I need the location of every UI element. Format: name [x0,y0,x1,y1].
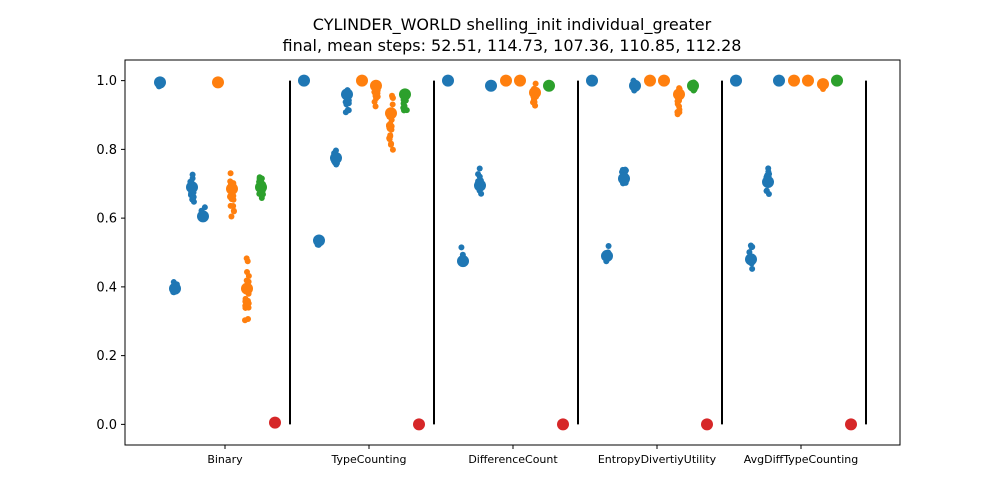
plot-area [154,74,867,431]
blue-mean-marker [457,255,469,268]
orange-point [243,277,250,284]
blue-point [458,244,465,251]
blue-point [475,171,482,178]
x-tick-label: Binary [207,453,243,466]
blue-mean-marker [745,253,757,266]
blue-mean-marker [330,151,342,164]
orange-point [389,101,396,108]
chart-title: CYLINDER_WORLD shelling_init individual_… [313,15,712,35]
chart-subtitle: final, mean steps: 52.51, 114.73, 107.36… [283,36,742,55]
blue-point [605,243,612,250]
orange-point [245,316,252,323]
orange-point [245,272,252,279]
y-tick-label: 1.0 [96,74,117,89]
orange-mean-marker [370,79,382,92]
blue-mean-marker [586,74,598,87]
blue-point [749,265,756,272]
orange-point [230,208,237,215]
blue-mean-marker [186,181,198,194]
orange-mean-marker [356,74,368,87]
orange-point [387,120,394,127]
y-tick-label: 0.0 [96,418,117,433]
blue-mean-marker [629,79,641,92]
green-mean-marker [687,79,699,92]
red-mean-marker [701,418,713,431]
orange-mean-marker [500,74,512,87]
orange-point [532,80,539,87]
blue-mean-marker [298,74,310,87]
blue-point [748,244,755,251]
orange-point [243,255,250,262]
orange-point [244,301,251,308]
blue-point [189,171,196,178]
y-tick-label: 0.8 [96,143,117,158]
orange-point [389,146,396,153]
y-tick-label: 0.2 [96,349,117,364]
blue-mean-marker [762,176,774,189]
orange-point [228,213,235,220]
blue-mean-marker [197,210,209,223]
blue-point [765,168,772,175]
orange-point [227,194,234,201]
blue-mean-marker [341,88,353,101]
x-tick-label: EntropyDivertiyUtility [598,453,717,466]
blue-mean-marker [601,249,613,262]
green-mean-marker [255,181,267,194]
red-mean-marker [557,418,569,431]
orange-point [227,170,234,177]
blue-mean-marker [730,74,742,87]
x-tick-label: DifferenceCount [468,453,558,466]
green-point [256,174,263,181]
orange-point [389,92,396,99]
green-mean-marker [831,74,843,87]
orange-point [227,202,234,209]
orange-mean-marker [529,86,541,99]
axes-frame [124,59,901,446]
x-tick-label: TypeCounting [331,453,407,466]
orange-mean-marker [658,74,670,87]
orange-point [371,98,378,105]
blue-point [622,166,629,173]
orange-point [676,106,683,113]
blue-mean-marker [474,179,486,192]
blue-mean-marker [313,234,325,247]
orange-mean-marker [802,74,814,87]
x-tick-label: AvgDiffTypeCounting [744,453,858,466]
orange-point [372,103,379,110]
blue-point [332,147,339,154]
green-mean-marker [543,79,555,92]
blue-point [476,165,483,172]
blue-point [763,187,770,194]
blue-mean-marker [442,74,454,87]
orange-point [387,141,394,148]
blue-mean-marker [485,79,497,92]
orange-point [387,132,394,139]
orange-mean-marker [673,88,685,101]
orange-mean-marker [385,107,397,120]
orange-mean-marker [241,282,253,295]
red-mean-marker [413,418,425,431]
red-mean-marker [269,416,281,429]
orange-point [372,90,379,97]
blue-point [201,204,208,211]
y-tick-label: 0.4 [96,280,117,295]
green-mean-marker [399,88,411,101]
blue-mean-marker [154,76,166,89]
blue-point [190,194,197,201]
orange-mean-marker [788,74,800,87]
orange-mean-marker [226,182,238,195]
blue-mean-marker [618,172,630,185]
green-point [401,103,408,110]
orange-mean-marker [514,74,526,87]
blue-mean-marker [169,282,181,295]
blue-point [344,106,351,113]
orange-mean-marker [212,76,224,89]
orange-mean-marker [644,74,656,87]
blue-mean-marker [773,74,785,87]
orange-mean-marker [817,78,829,91]
red-mean-marker [845,418,857,431]
y-tick-label: 0.6 [96,212,117,227]
